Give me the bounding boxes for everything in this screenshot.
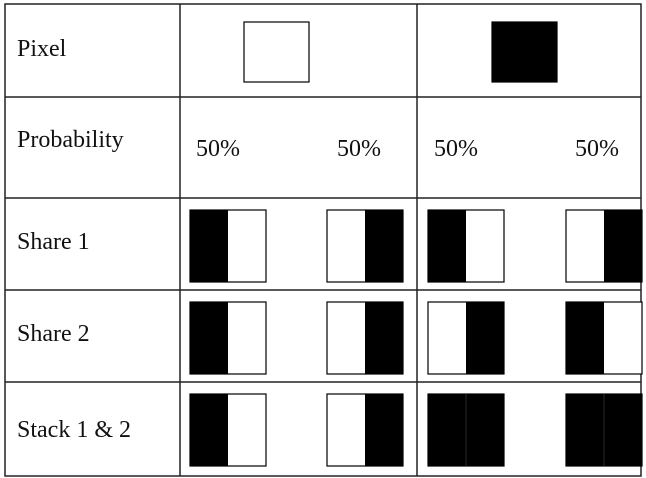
row-label-share-2: Share 2 <box>17 321 90 347</box>
share1-pattern-black-subpixel <box>428 210 466 282</box>
share1-pattern-black-subpixel <box>365 210 403 282</box>
share2-pattern-black-subpixel <box>365 302 403 374</box>
probability-value: 50% <box>337 136 381 162</box>
row-label-share-1: Share 1 <box>17 229 90 255</box>
share1-pattern-black-subpixel <box>190 210 228 282</box>
share1-pattern-black-subpixel <box>604 210 642 282</box>
probability-value: 50% <box>575 136 619 162</box>
probability-value: 50% <box>434 136 478 162</box>
pixel-black <box>491 21 558 83</box>
share2-pattern-black-subpixel <box>466 302 504 374</box>
share2-pattern-black-subpixel <box>566 302 604 374</box>
row-label-stack: Stack 1 & 2 <box>17 417 131 443</box>
row-label-probability: Probability <box>17 127 124 153</box>
share2-pattern-black-subpixel <box>190 302 228 374</box>
stack-pattern-black-subpixel <box>365 394 403 466</box>
probability-value: 50% <box>196 136 240 162</box>
pixel-white <box>243 21 310 83</box>
row-label-pixel: Pixel <box>17 36 67 62</box>
stack-pattern-black-subpixel <box>190 394 228 466</box>
